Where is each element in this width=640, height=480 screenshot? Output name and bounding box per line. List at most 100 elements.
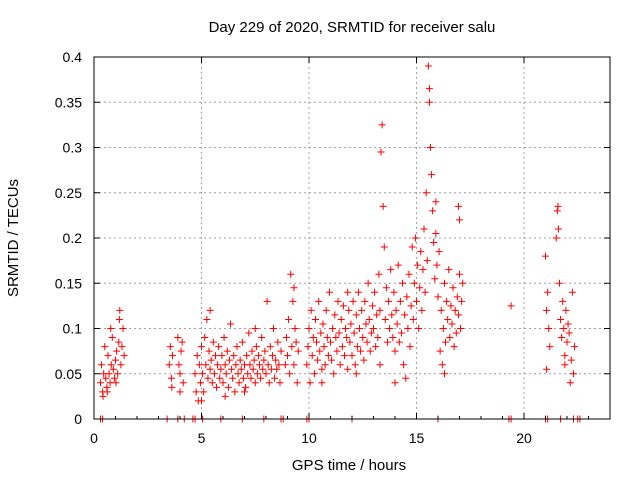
- data-point: [247, 374, 255, 382]
- data-point: [568, 288, 576, 296]
- data-point: [113, 347, 121, 355]
- data-point: [438, 361, 446, 369]
- y-tick-label: 0.3: [63, 140, 83, 156]
- data-point: [390, 288, 398, 296]
- data-point: [275, 361, 283, 369]
- data-point: [108, 334, 116, 342]
- data-point: [322, 306, 330, 314]
- data-point: [417, 248, 425, 256]
- data-point: [215, 343, 223, 351]
- data-point: [287, 270, 295, 278]
- data-point: [365, 315, 373, 323]
- data-point: [374, 334, 382, 342]
- data-point: [347, 320, 355, 328]
- data-point: [248, 347, 256, 355]
- data-point: [281, 361, 289, 369]
- data-point: [554, 202, 562, 210]
- data-point: [316, 347, 324, 355]
- data-point: [376, 361, 384, 369]
- data-point: [409, 315, 417, 323]
- data-point: [276, 379, 284, 387]
- data-point: [237, 365, 245, 373]
- data-point: [193, 352, 201, 360]
- data-point: [259, 365, 267, 373]
- data-point: [225, 356, 233, 364]
- data-point: [321, 361, 329, 369]
- data-point: [330, 370, 338, 378]
- data-point: [203, 315, 211, 323]
- data-point: [358, 306, 366, 314]
- data-point: [104, 352, 112, 360]
- data-point: [546, 343, 554, 351]
- data-point: [202, 361, 210, 369]
- data-point: [458, 297, 466, 305]
- data-point: [320, 343, 328, 351]
- data-point: [352, 311, 360, 319]
- data-point: [418, 306, 426, 314]
- data-point: [361, 297, 369, 305]
- data-point: [565, 329, 573, 337]
- data-point: [366, 347, 374, 355]
- data-point: [432, 198, 440, 206]
- data-point: [387, 266, 395, 274]
- data-point: [569, 370, 577, 378]
- data-point: [311, 315, 319, 323]
- data-point: [220, 334, 228, 342]
- data-point: [195, 361, 203, 369]
- data-point: [328, 356, 336, 364]
- data-point: [566, 379, 574, 387]
- data-point: [377, 148, 385, 156]
- data-point: [335, 329, 343, 337]
- data-point: [345, 306, 353, 314]
- data-point: [192, 388, 200, 396]
- data-point: [370, 325, 377, 332]
- data-point: [443, 297, 451, 305]
- data-point: [558, 334, 566, 342]
- data-point: [168, 383, 176, 391]
- points-layer: [96, 62, 579, 405]
- data-point: [318, 379, 326, 387]
- data-point: [372, 343, 380, 351]
- data-point: [456, 270, 463, 278]
- data-point: [274, 338, 282, 346]
- data-point: [246, 361, 254, 369]
- data-point: [286, 370, 294, 378]
- data-point: [120, 352, 128, 360]
- data-point: [231, 388, 239, 396]
- data-point: [168, 352, 176, 360]
- data-point: [432, 229, 440, 237]
- y-tick-label: 0.4: [63, 49, 83, 65]
- data-point: [554, 225, 562, 233]
- data-point: [218, 352, 226, 360]
- data-point: [308, 352, 316, 360]
- data-point: [557, 315, 565, 323]
- data-point: [294, 347, 302, 355]
- data-point: [268, 352, 276, 360]
- data-point: [362, 320, 370, 328]
- data-point: [339, 302, 347, 310]
- data-point: [332, 334, 340, 342]
- data-point: [260, 356, 268, 364]
- data-point: [403, 293, 411, 301]
- data-point: [253, 370, 261, 378]
- data-point: [198, 397, 205, 405]
- data-point: [423, 257, 431, 265]
- data-point: [454, 202, 462, 210]
- data-point: [559, 297, 567, 305]
- data-point: [110, 374, 118, 382]
- data-point: [309, 334, 317, 342]
- data-point: [221, 392, 229, 400]
- data-point: [109, 365, 117, 373]
- data-point: [223, 347, 231, 355]
- y-tick-label: 0.1: [63, 321, 83, 337]
- data-point: [338, 343, 346, 351]
- data-point: [414, 261, 422, 269]
- data-point: [118, 343, 126, 351]
- data-point: [430, 239, 438, 247]
- data-point: [174, 334, 182, 342]
- data-point: [448, 320, 456, 328]
- data-point: [204, 374, 212, 382]
- data-point: [561, 361, 569, 369]
- data-point: [178, 338, 186, 346]
- data-point: [290, 284, 298, 292]
